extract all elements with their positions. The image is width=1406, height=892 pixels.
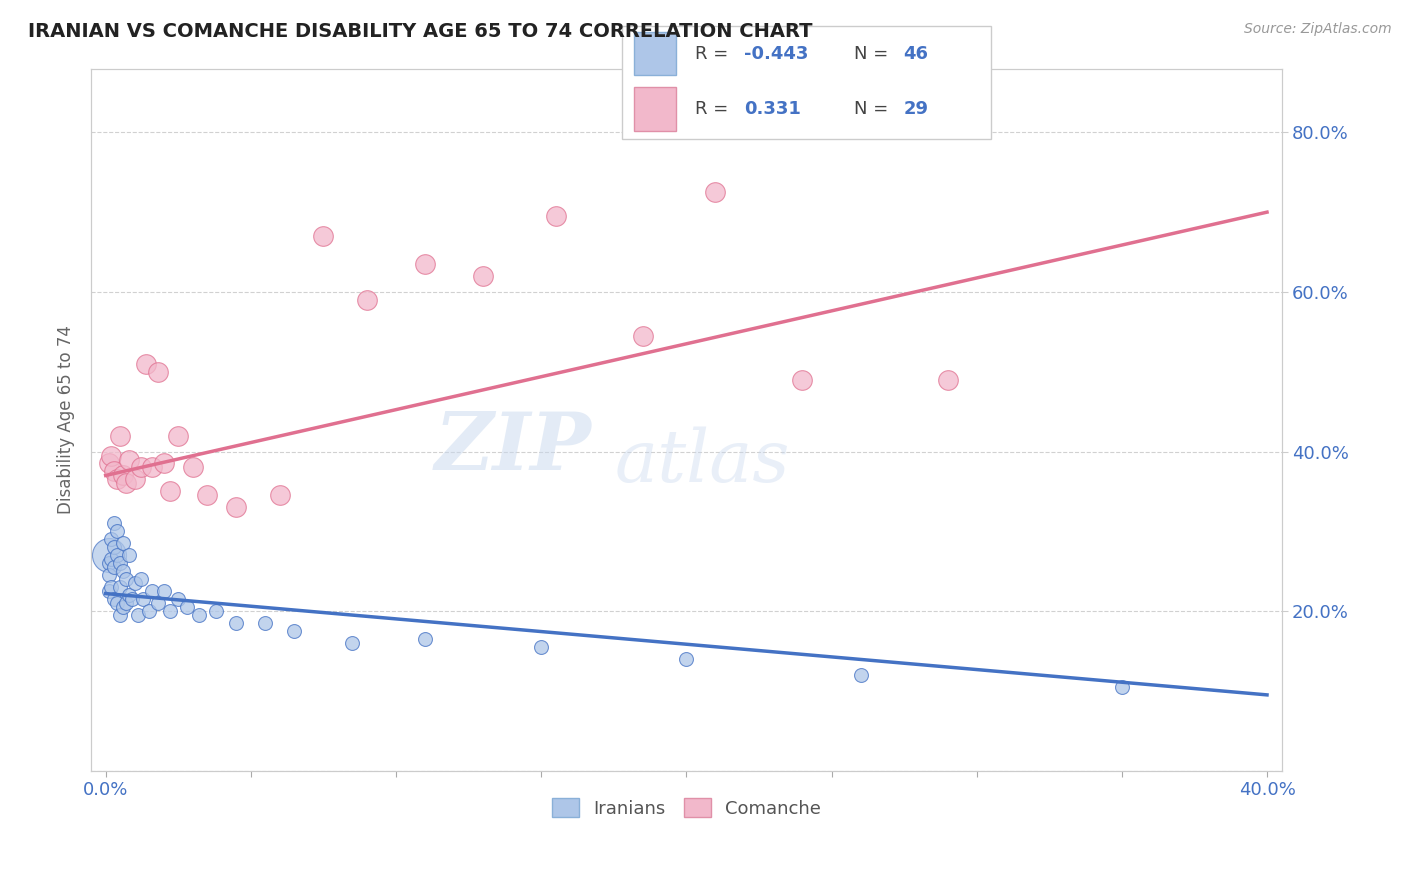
Point [121,592,143,607]
Point [129,572,152,586]
Point [118,452,141,467]
Point [115,572,138,586]
Point [135,357,157,371]
Point [97,584,120,599]
Point [936,373,959,387]
Point [195,488,218,502]
Point [849,668,872,682]
Point [105,596,128,610]
Point [141,460,163,475]
Point [129,460,152,475]
Point [118,548,141,562]
Text: R =: R = [695,45,734,62]
Text: R =: R = [695,100,740,118]
Text: IRANIAN VS COMANCHE DISABILITY AGE 65 TO 74 CORRELATION CHART: IRANIAN VS COMANCHE DISABILITY AGE 65 TO… [28,22,813,41]
Point [108,580,131,594]
Point [159,484,181,499]
Point [631,328,654,343]
Point [167,592,190,607]
Point [97,457,120,471]
Point [146,596,169,610]
Point [704,185,727,199]
Point [254,616,277,631]
Point [112,536,135,550]
Point [103,541,125,555]
Text: 46: 46 [904,45,928,62]
Point [97,568,120,582]
Text: 29: 29 [904,100,928,118]
Point [124,576,146,591]
Point [118,588,141,602]
Point [100,449,122,463]
Point [530,640,553,654]
Point [225,500,247,515]
Point [132,592,155,607]
Point [105,473,128,487]
Text: Source: ZipAtlas.com: Source: ZipAtlas.com [1244,22,1392,37]
FancyBboxPatch shape [634,87,675,130]
Point [675,652,697,666]
Point [100,580,122,594]
Point [544,209,567,223]
Point [97,556,120,570]
Point [792,373,814,387]
Point [152,584,174,599]
Point [105,524,128,539]
Point [356,293,378,307]
Text: ZIP: ZIP [434,409,591,486]
Point [108,556,131,570]
Text: -0.443: -0.443 [744,45,808,62]
Point [103,592,125,607]
Point [472,268,495,283]
Point [97,548,120,562]
Point [269,488,291,502]
Point [138,604,160,618]
Point [112,564,135,578]
Point [112,600,135,615]
Point [100,552,122,566]
Legend: Iranians, Comanche: Iranians, Comanche [544,791,828,825]
Text: N =: N = [853,45,894,62]
Point [100,533,122,547]
Point [187,608,209,623]
FancyBboxPatch shape [634,32,675,75]
Text: N =: N = [853,100,894,118]
Point [103,465,125,479]
FancyBboxPatch shape [623,26,991,139]
Point [124,473,146,487]
Point [115,596,138,610]
Point [176,600,198,615]
Point [225,616,247,631]
Point [342,636,364,650]
Point [167,428,190,442]
Point [283,624,305,638]
Point [108,428,131,442]
Point [105,548,128,562]
Point [103,516,125,531]
Text: atlas: atlas [614,426,790,497]
Point [115,476,138,491]
Y-axis label: Disability Age 65 to 74: Disability Age 65 to 74 [58,326,75,514]
Point [413,257,436,271]
Point [108,608,131,623]
Point [1111,680,1133,694]
Point [127,608,149,623]
Point [152,457,174,471]
Text: 0.331: 0.331 [744,100,801,118]
Point [205,604,228,618]
Point [413,632,436,646]
Point [159,604,181,618]
Point [112,468,135,483]
Point [312,229,335,244]
Point [181,460,204,475]
Point [103,560,125,574]
Point [146,365,169,379]
Point [141,584,163,599]
